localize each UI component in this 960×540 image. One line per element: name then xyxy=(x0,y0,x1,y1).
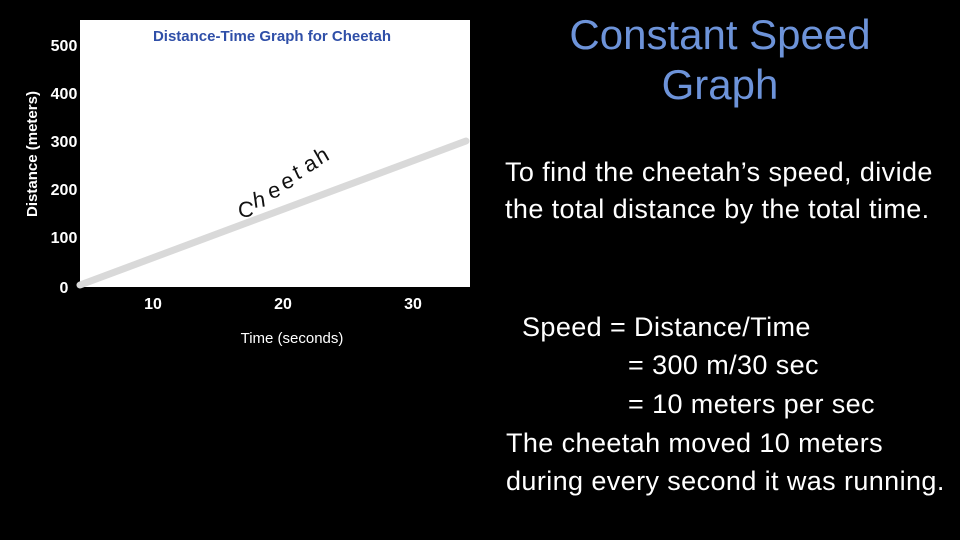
x-tick-label: 20 xyxy=(274,296,292,313)
slide-heading-line: Graph xyxy=(661,61,779,108)
y-tick-label: 200 xyxy=(51,182,78,199)
x-tick-label: 30 xyxy=(404,296,422,313)
line-label-letter: h xyxy=(251,186,267,212)
series-line-cheetah xyxy=(76,137,470,289)
x-axis-label: Time (seconds) xyxy=(241,330,344,347)
calc-line-substitution: = 300 m/30 sec xyxy=(628,350,819,380)
y-tick-label: 100 xyxy=(51,230,78,247)
conclusion-text: The cheetah moved 10 meters during every… xyxy=(506,428,945,496)
y-axis-label: Distance (meters) xyxy=(24,91,41,217)
chart-title: Distance-Time Graph for Cheetah xyxy=(153,28,391,45)
y-tick-label: 500 xyxy=(51,38,78,55)
plot-area xyxy=(80,20,470,287)
y-tick-label: 400 xyxy=(51,86,78,103)
line-label-letter: C xyxy=(238,197,254,222)
slide-heading-line: Constant Speed xyxy=(569,11,871,58)
slide-heading: Constant Speed Graph xyxy=(500,10,940,110)
y-tick-label: 0 xyxy=(60,280,69,297)
explanation-text: To find the cheetah’s speed, divide the … xyxy=(505,157,933,224)
x-tick-label: 10 xyxy=(144,296,162,313)
calc-line-result: = 10 meters per sec xyxy=(628,389,875,419)
calc-line-formula: Speed = Distance/Time xyxy=(522,312,811,342)
y-tick-label: 300 xyxy=(51,134,78,151)
